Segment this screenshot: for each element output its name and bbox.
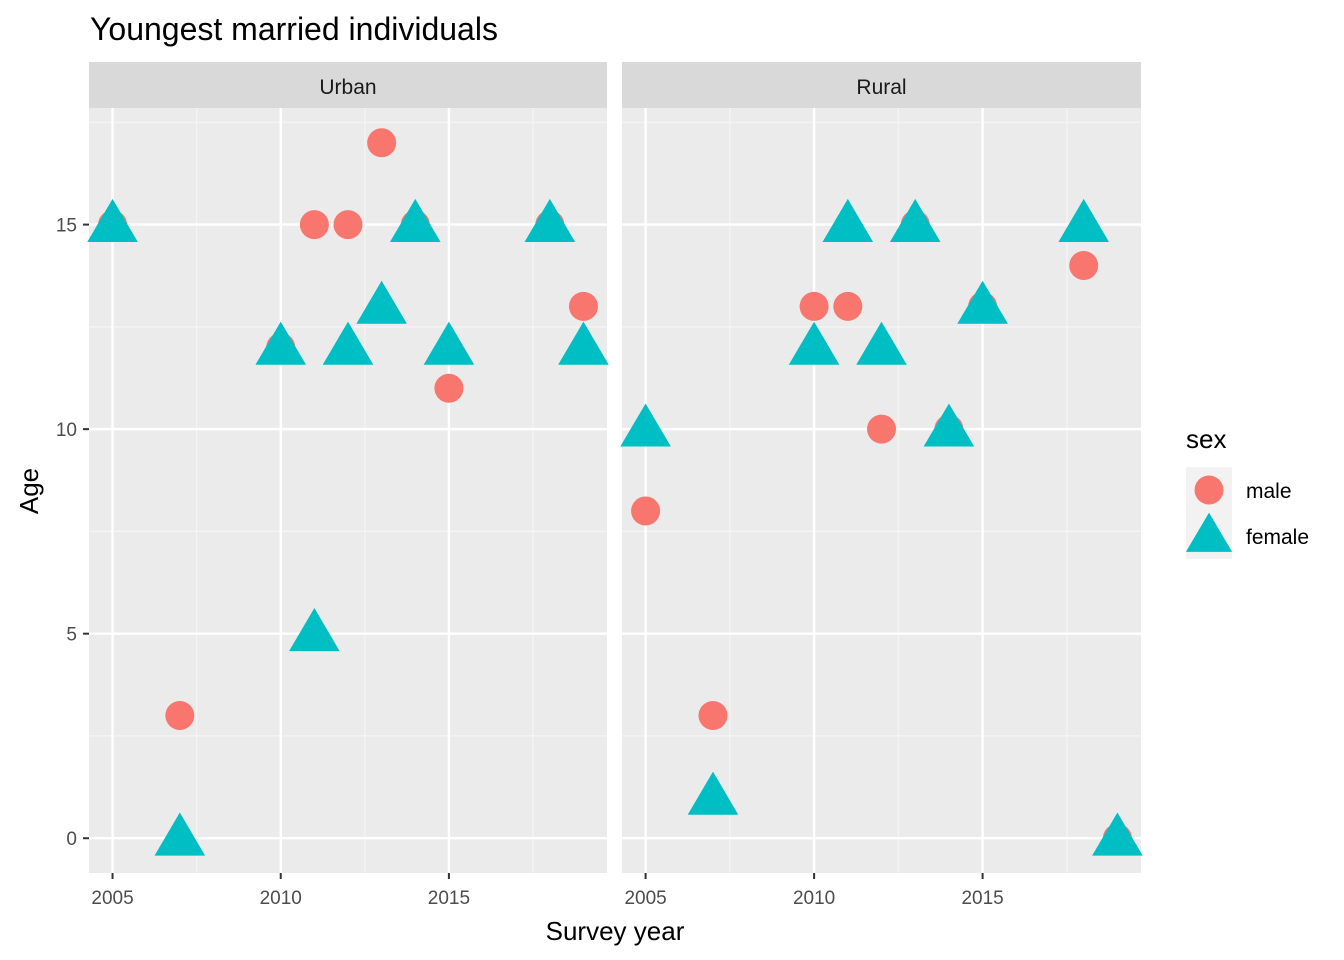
point-male — [333, 210, 363, 240]
facet-strip-label: Urban — [319, 76, 376, 99]
point-male — [833, 291, 863, 321]
point-male — [367, 128, 397, 158]
panel-urban: Urban 2005 2010 2015 0 5 10 15 — [56, 62, 609, 909]
point-female — [524, 198, 576, 242]
legend-label: male — [1246, 480, 1292, 503]
point-female — [1092, 812, 1143, 856]
legend-title: sex — [1186, 424, 1226, 454]
point-male — [299, 210, 329, 240]
x-tick-label: 2010 — [793, 888, 835, 909]
point-female — [87, 198, 138, 242]
panels: Urban 2005 2010 2015 0 5 10 15 Rural 2005 2010 2015 — [56, 62, 1143, 909]
point-male — [568, 291, 598, 321]
panel-background — [622, 108, 1141, 873]
series-female — [87, 198, 609, 856]
point-male — [434, 373, 464, 403]
point-female — [923, 403, 975, 447]
y-tick-label: 0 — [66, 829, 77, 850]
point-female — [687, 771, 739, 815]
point-female — [788, 321, 840, 365]
point-female — [822, 198, 874, 242]
legend-label: female — [1246, 526, 1309, 549]
point-female — [957, 280, 1008, 324]
point-male — [1069, 251, 1099, 280]
point-male — [799, 291, 829, 321]
legend-triangle-icon — [1185, 512, 1233, 552]
y-axis-title: Age — [14, 468, 44, 514]
point-female — [1058, 198, 1110, 242]
y-tick-label: 5 — [66, 625, 77, 646]
point-female — [154, 812, 206, 856]
point-male — [867, 414, 896, 444]
point-male — [165, 701, 195, 730]
point-female — [389, 198, 441, 242]
legend-item-male: male — [1186, 467, 1292, 513]
point-female — [889, 198, 941, 242]
x-tick-label: 2015 — [428, 888, 470, 909]
x-tick-label: 2005 — [624, 888, 666, 909]
point-female — [322, 321, 374, 365]
facet-strip — [89, 62, 607, 108]
panel-rural: Rural 2005 2010 2015 — [620, 62, 1143, 909]
point-female — [255, 321, 307, 365]
chart-title: Youngest married individuals — [90, 11, 498, 47]
legend: sex male female — [1185, 424, 1309, 559]
legend-item-female: female — [1185, 512, 1309, 559]
x-tick-label: 2015 — [961, 888, 1003, 909]
point-female — [620, 403, 671, 447]
facet-strip — [622, 62, 1141, 108]
legend-circle-icon — [1194, 475, 1224, 505]
point-male — [631, 496, 661, 526]
facet-strip-label: Rural — [856, 76, 906, 99]
y-tick-label: 10 — [56, 420, 77, 441]
point-female — [856, 321, 907, 365]
point-female — [289, 608, 340, 652]
point-female — [423, 321, 475, 365]
point-male — [698, 701, 728, 730]
x-tick-label: 2005 — [91, 888, 133, 909]
point-female — [558, 321, 609, 365]
series-female — [620, 198, 1143, 856]
x-tick-label: 2010 — [260, 888, 302, 909]
x-axis-title: Survey year — [546, 916, 685, 946]
point-female — [356, 280, 407, 324]
y-tick-label: 15 — [56, 216, 77, 237]
